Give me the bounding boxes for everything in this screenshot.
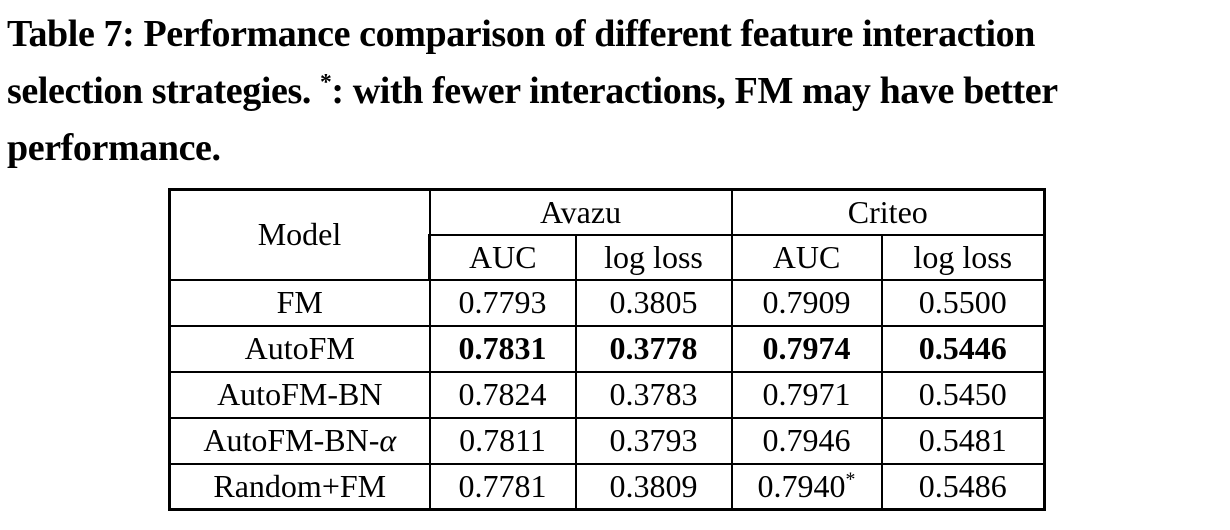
header-avazu-logloss: log loss — [574, 233, 733, 281]
value-cell: 0.3778 — [574, 324, 733, 373]
table-caption: Table 7: Performance comparison of diffe… — [7, 6, 1225, 177]
value-text: 0.7940 — [757, 467, 846, 504]
model-label: AutoFM — [244, 330, 355, 366]
value-cell: 0.7909 — [730, 278, 883, 327]
caption-line-2: selection strategies. *: with fewer inte… — [7, 63, 1225, 120]
value-cell: 0.3809 — [574, 462, 733, 511]
model-label: AutoFM-BN — [217, 376, 383, 412]
value-cell: 0.5450 — [880, 370, 1047, 419]
value-cell: 0.7940* — [730, 462, 883, 511]
header-row-groups: Model Avazu Criteo — [168, 188, 1047, 281]
table-header: Model Avazu Criteo AUC log loss AUC log … — [168, 188, 1047, 281]
value-cell: 0.7811 — [428, 416, 577, 465]
header-group-avazu: Avazu — [428, 188, 733, 236]
caption-text: selection strategies. — [7, 70, 321, 112]
model-label: FM — [276, 284, 323, 320]
value-cell: 0.5486 — [880, 462, 1047, 511]
value-cell: 0.7946 — [730, 416, 883, 465]
value-cell: 0.3793 — [574, 416, 733, 465]
header-model: Model — [168, 188, 431, 281]
value-cell: 0.7831 — [428, 324, 577, 373]
model-cell: AutoFM — [168, 324, 431, 373]
value-cell: 0.5446 — [880, 324, 1047, 373]
value-cell: 0.7971 — [730, 370, 883, 419]
value-cell: 0.7793 — [428, 278, 577, 327]
model-cell: AutoFM-BN-α — [168, 416, 431, 465]
value-cell: 0.3783 — [574, 370, 733, 419]
table-row-autofm-bn-alpha: AutoFM-BN-α 0.7811 0.3793 0.7946 0.5481 — [168, 416, 1047, 465]
model-label-italic: α — [379, 422, 397, 458]
table-body: FM 0.7793 0.3805 0.7909 0.5500 AutoFM 0.… — [168, 278, 1047, 511]
caption-text: Table 7: Performance comparison of diffe… — [7, 13, 1035, 55]
model-cell: FM — [168, 278, 431, 327]
model-cell: AutoFM-BN — [168, 370, 431, 419]
value-cell: 0.5500 — [880, 278, 1047, 327]
header-criteo-logloss: log loss — [880, 233, 1047, 281]
caption-line-3: performance. — [7, 120, 1225, 177]
header-avazu-auc: AUC — [428, 233, 577, 281]
table-row-autofm: AutoFM 0.7831 0.3778 0.7974 0.5446 — [168, 324, 1047, 373]
table-row-autofm-bn: AutoFM-BN 0.7824 0.3783 0.7971 0.5450 — [168, 370, 1047, 419]
header-group-criteo: Criteo — [730, 188, 1047, 236]
caption-text: performance. — [7, 127, 221, 169]
results-table: Model Avazu Criteo AUC log loss AUC log … — [168, 188, 1047, 511]
header-row-metrics: AUC log loss AUC log loss — [170, 233, 1047, 281]
caption-asterisk: * — [320, 69, 332, 96]
model-cell: Random+FM — [168, 462, 431, 511]
value-cell: 0.7974 — [730, 324, 883, 373]
model-label: AutoFM-BN- — [203, 422, 380, 458]
table-row-random-fm: Random+FM 0.7781 0.3809 0.7940* 0.5486 — [168, 462, 1047, 511]
value-cell: 0.7824 — [428, 370, 577, 419]
table-row-fm: FM 0.7793 0.3805 0.7909 0.5500 — [168, 278, 1047, 327]
value-cell: 0.7781 — [428, 462, 577, 511]
header-criteo-auc: AUC — [730, 233, 883, 281]
footnote-asterisk: * — [845, 468, 856, 491]
model-label: Random+FM — [213, 467, 387, 504]
value-cell: 0.3805 — [574, 278, 733, 327]
caption-line-1: Table 7: Performance comparison of diffe… — [7, 6, 1225, 63]
caption-text: : with fewer interactions, FM may have b… — [331, 70, 1058, 112]
value-cell: 0.5481 — [880, 416, 1047, 465]
